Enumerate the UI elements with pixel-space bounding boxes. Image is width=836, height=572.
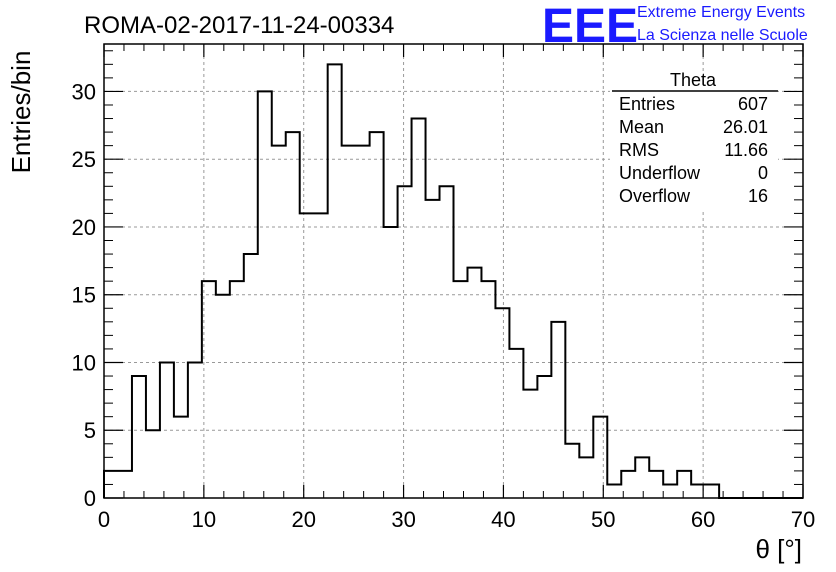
histogram-bin (495, 308, 509, 498)
y-axis-label: Entries/bin (6, 51, 36, 174)
x-tick-label: 50 (591, 507, 615, 532)
stats-overflow-label: Overflow (619, 186, 691, 206)
histogram-bin (132, 376, 146, 498)
histogram-bin (384, 227, 398, 498)
histogram-bin (523, 390, 537, 498)
histogram-outline (103, 63, 803, 499)
histogram-bin (314, 213, 328, 498)
histogram-bin (663, 484, 677, 498)
stats-mean-label: Mean (619, 117, 664, 137)
histogram-bin (481, 281, 495, 498)
x-tick-label: 20 (291, 507, 315, 532)
y-tick-label: 10 (72, 350, 96, 375)
x-axis-label: θ [°] (755, 534, 802, 564)
histogram-bin (370, 132, 384, 498)
histogram-bin (104, 471, 118, 498)
histogram-bin (467, 268, 481, 498)
histogram-bin (230, 281, 244, 498)
x-tick-label: 40 (491, 507, 515, 532)
histogram-bin (188, 362, 202, 498)
x-tick-label: 10 (192, 507, 216, 532)
histogram-bin (216, 295, 230, 498)
histogram-bin (677, 471, 691, 498)
histogram-bin (607, 484, 621, 498)
y-tick-label: 5 (84, 418, 96, 443)
x-tick-label: 0 (98, 507, 110, 532)
histogram-bin (705, 484, 719, 498)
histogram-bin (202, 281, 216, 498)
histogram-bin (174, 417, 188, 498)
histogram-bin (579, 457, 593, 498)
y-tick-label: 0 (84, 486, 96, 511)
histogram-bin (146, 430, 160, 498)
histogram-bin (691, 484, 705, 498)
histogram-bin (551, 322, 565, 498)
plot-frame (103, 43, 804, 499)
histogram-bin (118, 471, 132, 498)
stats-underflow-value: 0 (758, 163, 768, 183)
stats-entries-value: 607 (738, 94, 768, 114)
logo-line-1: Extreme Energy Events (637, 4, 805, 21)
y-tick-label: 25 (72, 147, 96, 172)
x-tick-label: 70 (791, 507, 815, 532)
histogram-bin (412, 119, 426, 498)
y-tick-label: 30 (72, 79, 96, 104)
histogram-bin (258, 91, 272, 498)
stats-mean-value: 26.01 (723, 117, 768, 137)
histogram-bin (342, 146, 356, 498)
histogram-bin (300, 213, 314, 498)
y-tick-label: 15 (72, 283, 96, 308)
stats-box-bg (610, 72, 778, 212)
histogram-bin (286, 132, 300, 498)
stats-box: Theta Entries 607 Mean 26.01 RMS 11.66 U… (610, 70, 778, 212)
histogram-bin (509, 349, 523, 498)
logo-line-2: La Scienza nelle Scuole (637, 27, 808, 44)
eee-logo: EEE Extreme Energy Events La Scienza nel… (542, 0, 808, 53)
histogram-bin (244, 254, 258, 498)
histogram-bin (593, 417, 607, 498)
x-tick-label: 30 (391, 507, 415, 532)
histogram-bin (356, 146, 370, 498)
histogram-bin (635, 457, 649, 498)
histogram-bin (440, 186, 454, 498)
histogram-bin (537, 376, 551, 498)
chart-title: ROMA-02-2017-11-24-00334 (84, 12, 394, 39)
histogram-bin (454, 281, 468, 498)
histogram-bin (328, 64, 342, 498)
stats-entries-label: Entries (619, 94, 675, 114)
stats-title: Theta (670, 70, 717, 90)
histogram-bin (565, 444, 579, 498)
stats-rms-value: 11.66 (724, 140, 768, 160)
stats-rms-label: RMS (619, 140, 659, 160)
y-tick-label: 20 (72, 215, 96, 240)
histogram-bin (272, 146, 286, 498)
histogram-bin (398, 186, 412, 498)
histogram-series (103, 63, 803, 499)
histogram-bin (621, 471, 635, 498)
histogram-bin (426, 200, 440, 498)
stats-overflow-value: 16 (748, 186, 768, 206)
histogram-bin (649, 471, 663, 498)
histogram-bin (160, 362, 174, 498)
x-tick-label: 60 (691, 507, 715, 532)
stats-underflow-label: Underflow (619, 163, 701, 183)
